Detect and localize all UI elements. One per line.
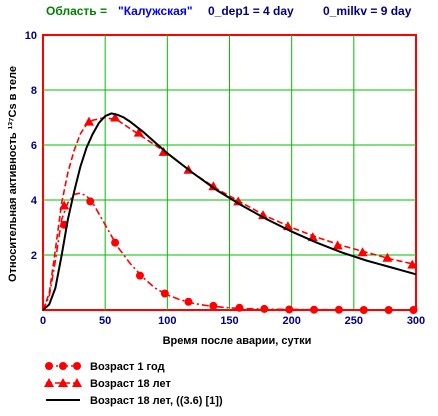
x-tick-label: 200 — [282, 315, 300, 327]
series-1 — [42, 192, 418, 314]
data-point-circle — [86, 197, 95, 206]
data-point-circle — [384, 306, 393, 314]
y-tick-label: 4 — [31, 195, 38, 207]
data-point-triangle — [158, 146, 169, 156]
y-axis-ticks: 2 4 6 8 10 — [25, 30, 38, 262]
series-line-2 — [42, 116, 417, 311]
data-point-circle — [184, 297, 193, 306]
legend-swatch-marker — [72, 378, 82, 387]
legend-swatch-marker — [45, 362, 53, 370]
legend-entry-3: Возраст 18 лет, ((3.6) [1]) — [46, 395, 223, 407]
legend-label: Возраст 1 год — [90, 361, 165, 373]
data-point-circle — [160, 289, 169, 298]
x-tick-label: 300 — [407, 315, 425, 327]
series-line-1 — [42, 192, 416, 311]
plot-area: 2 4 6 8 10 0 50 100 150 200 250 300 — [25, 30, 425, 327]
data-point-triangle — [233, 196, 244, 206]
y-tick-label: 10 — [25, 30, 37, 42]
data-point-circle — [285, 305, 294, 314]
header-milk-param: 0_milkv = 9 day — [323, 4, 412, 18]
legend-swatch-marker — [44, 378, 54, 387]
y-tick-label: 2 — [31, 250, 37, 262]
data-point-circle — [235, 303, 244, 312]
data-point-circle — [135, 271, 144, 280]
grid — [43, 35, 416, 310]
y-tick-label: 8 — [31, 85, 37, 97]
data-point-circle — [111, 238, 120, 247]
data-point-circle — [359, 306, 368, 314]
y-axis-label: Относительная активность ¹³⁷Cs в теле — [7, 66, 19, 282]
legend: Возраст 1 год Возраст 18 лет Возраст 18 ле… — [44, 361, 223, 407]
series-line-3 — [42, 112, 417, 311]
x-axis-ticks: 0 50 100 150 200 250 300 — [40, 315, 425, 327]
data-point-triangle — [407, 259, 418, 269]
data-point-triangle — [133, 127, 144, 137]
legend-entry-2: Возраст 18 лет — [44, 378, 171, 390]
legend-swatch-marker — [58, 378, 68, 387]
series-3 — [42, 112, 417, 311]
data-point-circle — [260, 304, 269, 313]
x-tick-label: 250 — [345, 315, 363, 327]
data-point-circle — [409, 306, 418, 314]
data-point-triangle — [84, 116, 95, 126]
header-dep-param: 0_dep1 = 4 day — [208, 4, 294, 18]
data-point-triangle — [382, 252, 393, 262]
data-point-circle — [334, 305, 343, 314]
x-tick-label: 150 — [220, 315, 238, 327]
x-tick-label: 100 — [158, 315, 176, 327]
legend-swatch-marker — [59, 362, 67, 370]
legend-swatch-marker — [73, 362, 81, 370]
data-point-triangle — [332, 240, 343, 250]
legend-label: Возраст 18 лет — [90, 378, 171, 390]
series-group — [42, 112, 418, 314]
legend-label: Возраст 18 лет, ((3.6) [1]) — [90, 395, 223, 407]
data-point-circle — [209, 301, 218, 310]
x-tick-label: 50 — [99, 315, 111, 327]
header-region-value: "Калужская" — [118, 4, 193, 18]
legend-entry-1: Возраст 1 год — [45, 361, 165, 373]
data-point-triangle — [59, 200, 70, 210]
data-point-triangle — [208, 181, 219, 191]
y-tick-label: 6 — [31, 140, 37, 152]
header-region-label: Область = — [46, 4, 107, 18]
data-point-circle — [310, 305, 319, 314]
data-point-triangle — [357, 247, 368, 257]
x-tick-label: 0 — [40, 315, 46, 327]
x-axis-label: Время после аварии, сутки — [163, 335, 312, 347]
data-point-triangle — [110, 112, 121, 122]
